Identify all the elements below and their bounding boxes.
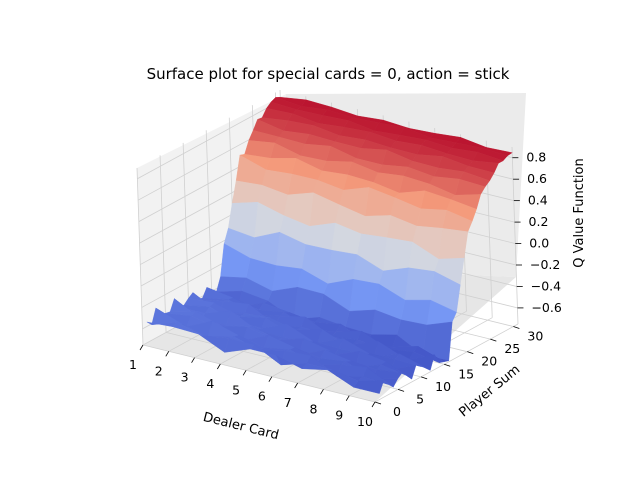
x-tick-mark bbox=[320, 389, 324, 395]
floor-gridline bbox=[142, 344, 376, 403]
z-axis-label: Q Value Function bbox=[572, 158, 587, 268]
x-tick-label: 9 bbox=[335, 408, 343, 423]
x-tick-label: 6 bbox=[258, 389, 266, 404]
z-tick-label: 0.2 bbox=[529, 214, 549, 229]
surface-patch bbox=[146, 321, 178, 327]
chart-title: Surface plot for special cards = 0, acti… bbox=[147, 65, 510, 83]
z-tick-label: 0.0 bbox=[529, 236, 549, 251]
surface-patch bbox=[327, 249, 358, 285]
surface-patch bbox=[416, 208, 447, 229]
x-tick-mark bbox=[268, 376, 273, 382]
x-tick-label: 2 bbox=[155, 363, 163, 378]
x-tick-mark bbox=[371, 401, 376, 408]
left-gridline bbox=[159, 155, 167, 333]
floor-gridline bbox=[374, 323, 519, 403]
x-tick-mark bbox=[345, 395, 350, 401]
x-tick-label: 4 bbox=[206, 376, 214, 391]
back-gridline bbox=[511, 146, 519, 325]
x-tick-mark bbox=[216, 363, 221, 370]
x-tick-mark bbox=[165, 351, 170, 357]
z-tick-label: 0.8 bbox=[526, 150, 546, 165]
y-tick-label: 20 bbox=[481, 354, 497, 369]
x-tick-label: 5 bbox=[232, 382, 240, 397]
x-tick-mark bbox=[139, 344, 144, 351]
surface-patch bbox=[438, 228, 469, 260]
x-tick-label: 3 bbox=[181, 370, 189, 385]
y-tick-label: 0 bbox=[393, 404, 401, 419]
z-tick-label: −0.6 bbox=[531, 300, 561, 315]
y-tick-label: 10 bbox=[435, 379, 451, 394]
y-tick-label: 5 bbox=[416, 391, 424, 406]
y-tick-mark bbox=[490, 338, 497, 342]
x-tick-label: 8 bbox=[309, 401, 317, 416]
x-tick-label: 7 bbox=[284, 395, 292, 410]
y-tick-mark bbox=[397, 389, 405, 392]
y-tick-mark bbox=[467, 351, 474, 355]
z-tick-label: 0.4 bbox=[528, 193, 548, 208]
surface-patch bbox=[404, 267, 435, 301]
surface-patch bbox=[216, 276, 247, 293]
surface-patch bbox=[349, 279, 380, 312]
z-tick-label: −0.2 bbox=[530, 257, 560, 272]
surface-patch bbox=[382, 237, 413, 272]
y-tick-mark bbox=[374, 401, 382, 405]
x-tick-mark bbox=[242, 370, 247, 376]
axis-ticks: 1 2 3 4 5 6 7 8 9 10051015202530−0.6−0.4−0.20.00.… bbox=[129, 150, 562, 429]
y-tick-label: 25 bbox=[504, 341, 520, 356]
left-gridline bbox=[137, 100, 281, 180]
surface-patch bbox=[231, 180, 263, 204]
surface bbox=[146, 96, 513, 394]
y-tick-mark bbox=[513, 326, 520, 329]
left-gridline bbox=[182, 142, 190, 320]
x-tick-mark bbox=[191, 357, 195, 363]
x-tick-mark bbox=[294, 382, 299, 389]
y-tick-mark bbox=[444, 363, 451, 367]
left-gridline bbox=[136, 167, 144, 346]
y-tick-mark bbox=[421, 376, 428, 380]
x-tick-label: 1 bbox=[129, 357, 137, 372]
y-tick-label: 15 bbox=[458, 366, 474, 381]
z-tick-label: −0.4 bbox=[531, 278, 561, 293]
x-tick-label: 10 bbox=[357, 414, 373, 429]
z-tick-label: 0.6 bbox=[527, 171, 547, 186]
y-tick-label: 30 bbox=[527, 329, 543, 344]
left-gridline bbox=[205, 130, 213, 308]
